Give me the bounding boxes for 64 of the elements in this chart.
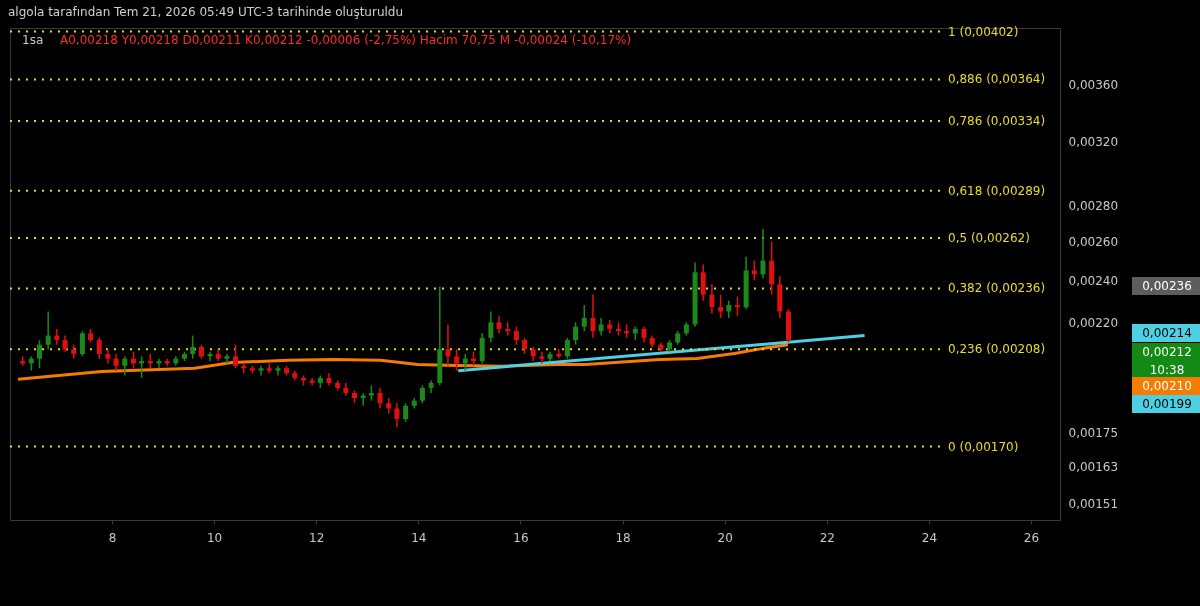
candlestick	[590, 293, 596, 339]
text: 0,00212	[1142, 345, 1192, 359]
candlestick	[377, 387, 383, 410]
x-tick-label: 20	[717, 530, 733, 545]
text: 10:38	[1149, 363, 1185, 377]
candlestick	[769, 240, 775, 296]
text: 0,00199	[1142, 397, 1192, 411]
candlestick	[564, 337, 570, 360]
y-tick-label: 0,00360	[1068, 78, 1119, 93]
y-tick-label: 0,00240	[1068, 273, 1119, 288]
candlestick	[79, 330, 85, 358]
candlestick	[581, 304, 587, 332]
candlestick	[760, 228, 766, 280]
candlestick	[233, 343, 239, 369]
candlestick	[513, 325, 519, 346]
ref-line-label: 1 (0,00402)	[948, 24, 1019, 39]
ref-line-label: 0,886 (0,00364)	[948, 72, 1046, 87]
candlestick	[122, 355, 128, 377]
candlestick	[751, 259, 757, 282]
y-tick-label: 0,00151	[1068, 497, 1119, 512]
x-tick-label: 8	[108, 530, 117, 545]
chart-title: 1sa	[22, 33, 44, 47]
text: 0,00236	[1142, 279, 1192, 293]
candlestick	[454, 348, 460, 372]
candlestick	[709, 283, 715, 315]
x-tick-label: 22	[819, 530, 835, 545]
y-tick-label: 0,00280	[1068, 199, 1119, 214]
candlestick	[275, 365, 281, 377]
x-tick-label: 16	[513, 530, 529, 545]
candlestick	[700, 263, 706, 302]
candlestick	[573, 321, 579, 346]
chart-subtitle: A0,00218 Y0,00218 D0,00211 K0,00212 -0,00006 (-2,75%) Hacim 70,75 M -0,00024 (-10,17%)	[60, 33, 632, 47]
ref-line-label: 0,786 (0,00334)	[948, 113, 1046, 128]
candlestick	[734, 295, 740, 317]
text: 0,00210	[1142, 379, 1192, 393]
candlestick	[445, 323, 451, 367]
y-tick-label: 0,00320	[1068, 135, 1119, 150]
ref-line-label: 0,236 (0,00208)	[948, 342, 1046, 357]
x-tick-label: 14	[411, 530, 427, 545]
x-tick-label: 10	[206, 530, 223, 545]
y-tick-label: 0,00175	[1068, 426, 1119, 441]
ref-line-label: 0 (0,00170)	[948, 439, 1019, 454]
ref-line-label: 0,618 (0,00289)	[948, 183, 1046, 198]
candlestick	[394, 402, 400, 428]
candlestick	[479, 332, 485, 365]
x-tick-label: 18	[615, 530, 631, 545]
text: 0,00214	[1142, 326, 1192, 340]
candlestick	[258, 365, 264, 377]
ref-line-label: 0,382 (0,00236)	[948, 281, 1046, 296]
candlestick	[488, 310, 494, 344]
text: algola tarafından Tem 21, 2026 05:49 UTC-3 tarihinde oluşturuldu	[8, 5, 404, 19]
x-tick-label: 24	[921, 530, 938, 545]
candlestick	[45, 310, 51, 351]
y-tick-label: 0,00163	[1068, 460, 1119, 475]
x-tick-label: 12	[309, 530, 325, 545]
candlestick	[190, 334, 196, 360]
ref-line-label: 0,5 (0,00262)	[948, 231, 1030, 246]
candlestick	[403, 402, 409, 423]
y-tick-label: 0,00220	[1068, 315, 1119, 330]
candlestick	[37, 339, 43, 369]
x-tick-label: 26	[1023, 530, 1040, 545]
y-tick-label: 0,00260	[1068, 235, 1119, 250]
candlestick	[96, 337, 102, 360]
candlestick	[718, 293, 724, 319]
